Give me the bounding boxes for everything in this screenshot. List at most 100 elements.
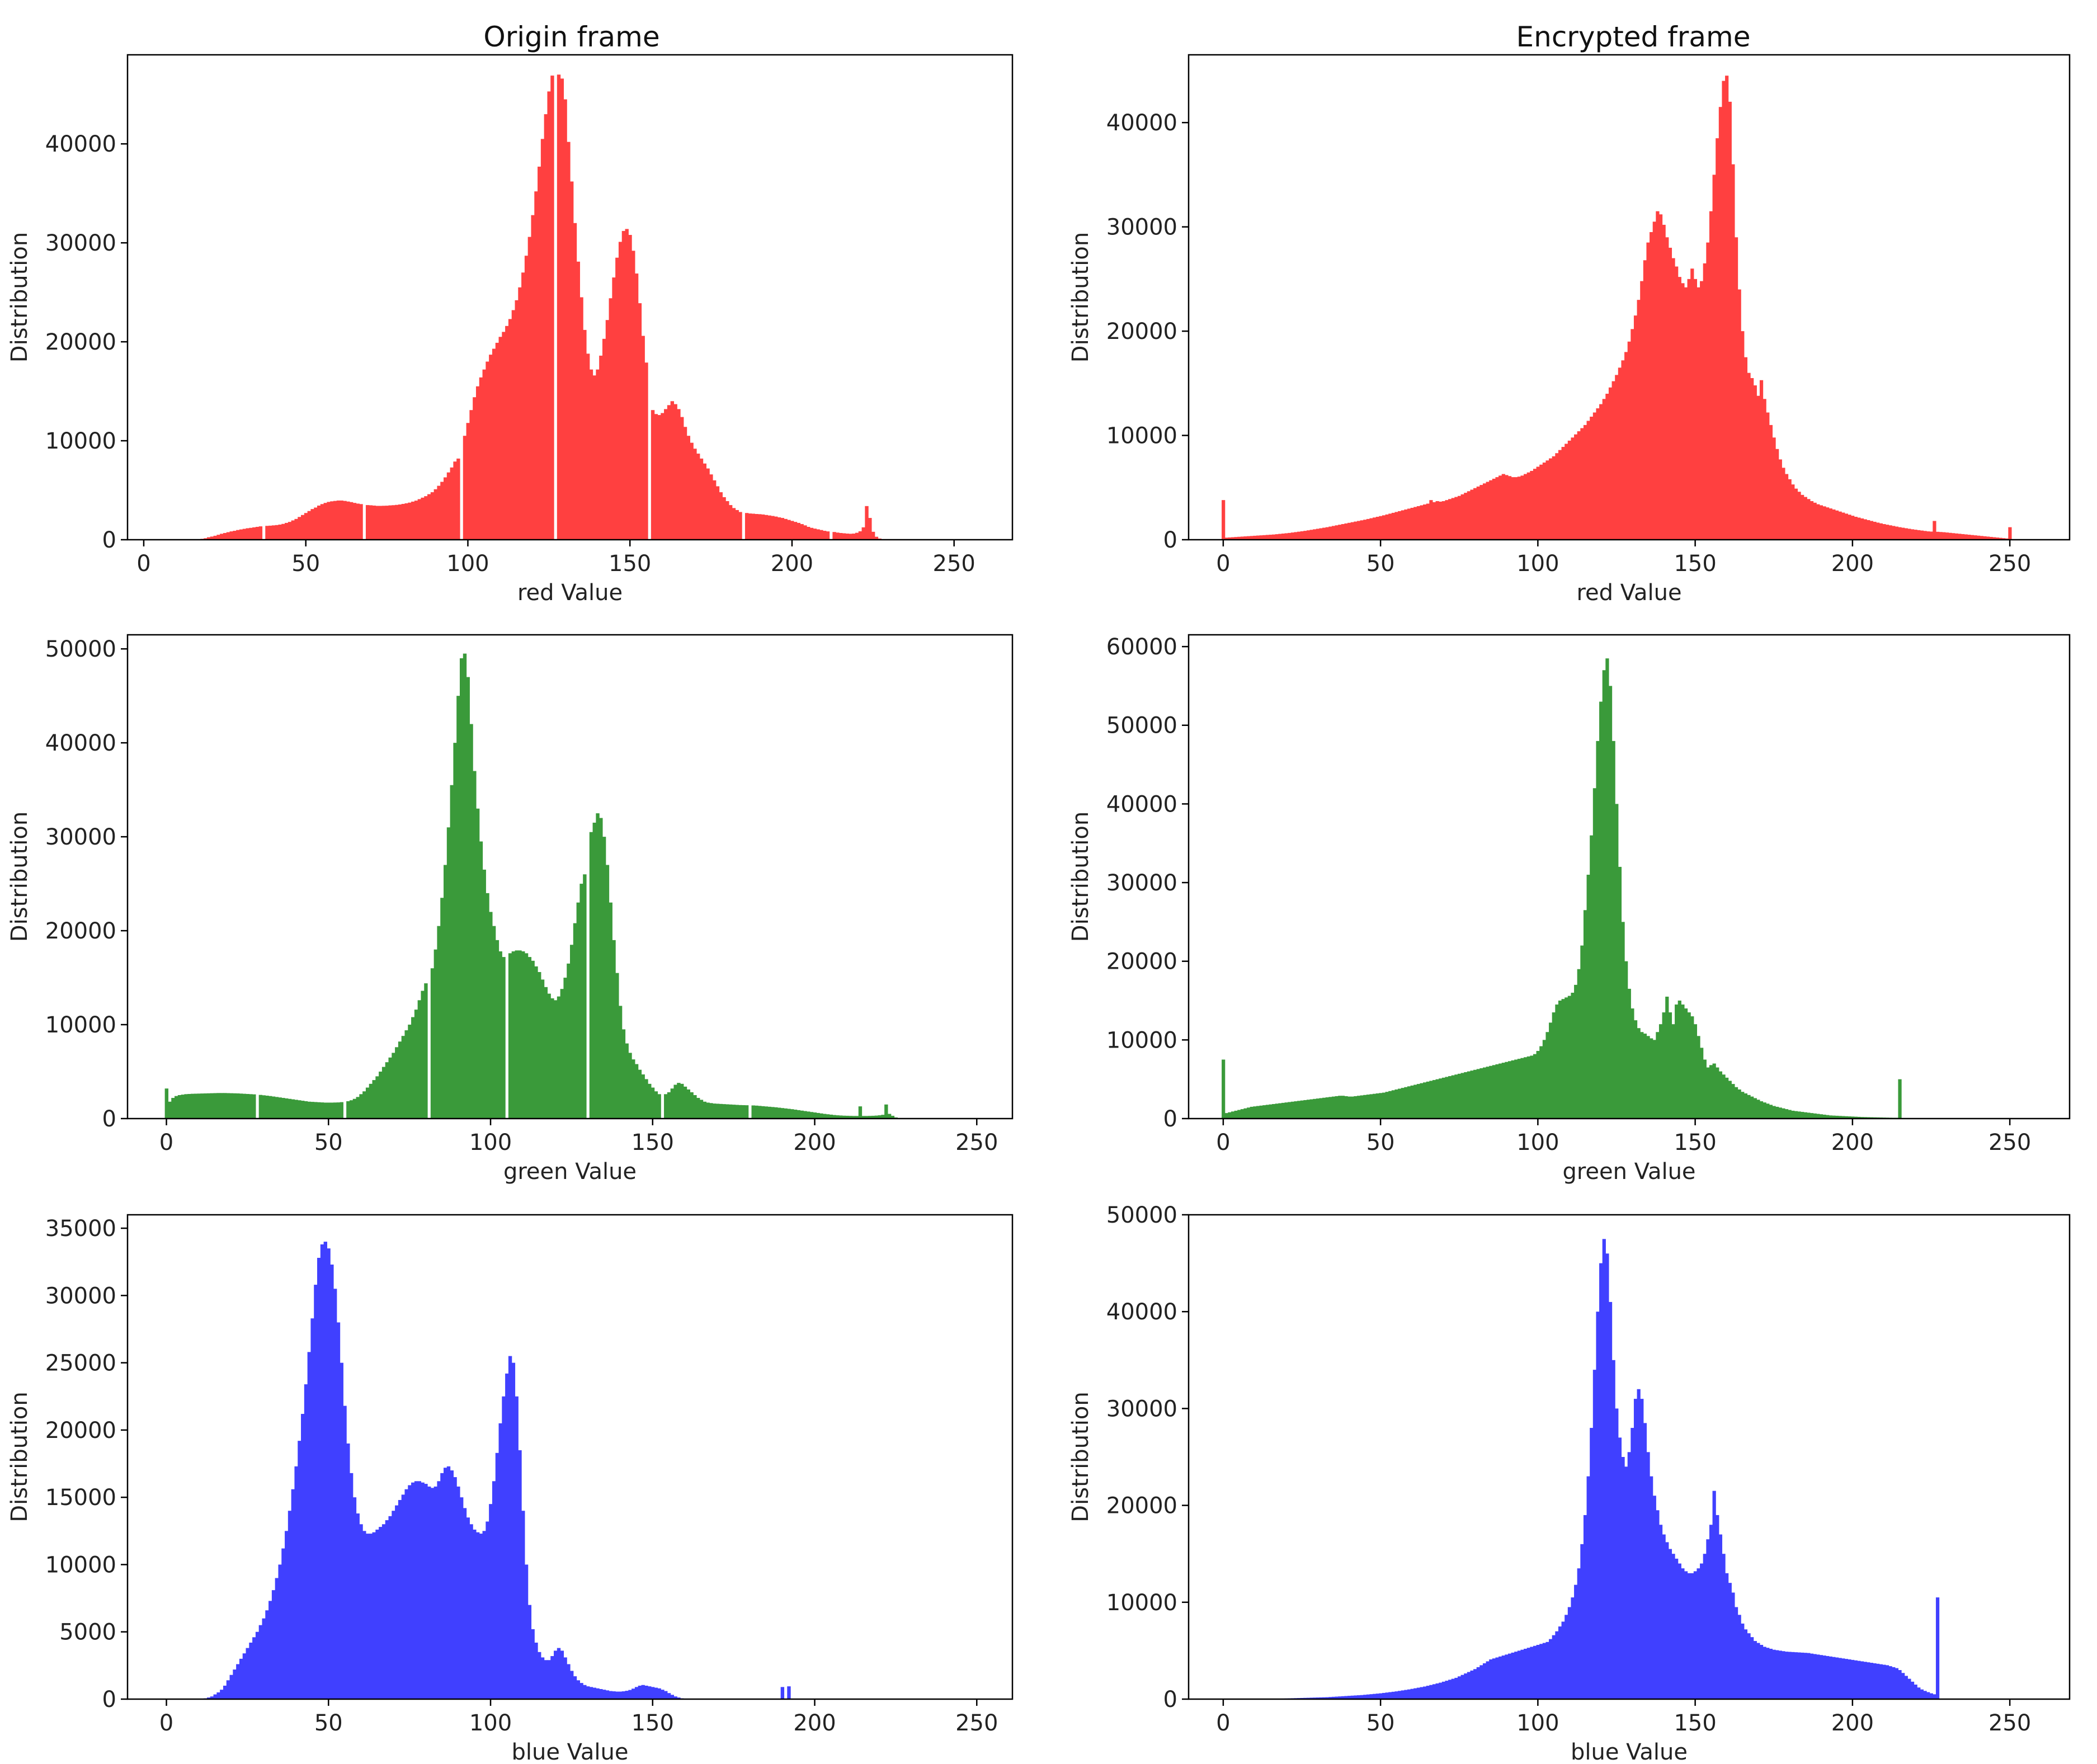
histogram-bar: [1363, 1095, 1367, 1119]
histogram-bar: [1451, 498, 1455, 540]
histogram-bar: [1838, 1116, 1842, 1119]
histogram-bar: [1970, 535, 1975, 540]
histogram-bar: [758, 1106, 762, 1119]
histogram-bar: [1876, 522, 1880, 540]
histogram-bar: [1237, 1110, 1241, 1119]
histogram-bar: [1605, 393, 1609, 540]
histogram-bar: [482, 1531, 486, 1699]
histogram-bar: [1454, 497, 1458, 540]
histogram-bar: [258, 526, 263, 540]
y-tick-label: 60000: [1106, 634, 1177, 660]
histogram-bar: [327, 502, 331, 540]
histogram-bar: [690, 442, 694, 540]
histogram-bar: [599, 1688, 603, 1699]
x-tick-label: 150: [632, 1130, 674, 1155]
histogram-bar: [1747, 1633, 1751, 1699]
histogram-bar: [1718, 1071, 1723, 1119]
histogram-bar: [1728, 1583, 1732, 1699]
histogram-bar: [1382, 1692, 1386, 1699]
histogram-bar: [1284, 533, 1288, 540]
histogram-bar: [1347, 1696, 1351, 1699]
histogram-bar: [1439, 1078, 1443, 1119]
histogram-bar: [1533, 1054, 1537, 1119]
histogram-bar: [275, 1578, 279, 1699]
histogram-bar: [1611, 1360, 1615, 1699]
histogram-bar: [621, 230, 626, 540]
histogram-bar: [1517, 1059, 1521, 1119]
histogram-bar: [1536, 466, 1540, 540]
histogram-bar: [349, 502, 354, 540]
histogram-bar: [1379, 1693, 1383, 1699]
histogram-bar: [417, 1481, 422, 1699]
histogram-bar: [1763, 1647, 1766, 1699]
histogram-bar: [764, 515, 769, 540]
histogram-bar: [1662, 224, 1666, 540]
histogram-bar: [463, 1508, 467, 1699]
histogram-bar: [550, 998, 554, 1119]
histogram-bar: [573, 223, 577, 540]
histogram-bar: [1520, 475, 1524, 540]
axes-frame: [126, 1214, 1014, 1700]
histogram-bar: [715, 1103, 720, 1119]
histogram-bar: [187, 1093, 191, 1119]
histogram-bar: [1448, 499, 1452, 540]
histogram-bar: [1350, 1096, 1354, 1119]
histogram-bar: [379, 506, 383, 540]
histogram-bar: [1445, 1077, 1449, 1119]
histogram-bar: [1977, 535, 1981, 540]
histogram-bar: [388, 505, 392, 540]
histogram-bar: [1769, 425, 1773, 540]
histogram-bar: [1410, 1085, 1414, 1119]
histogram-bar: [1759, 1101, 1764, 1119]
histogram-bar: [632, 1688, 635, 1699]
histogram-bar: [544, 987, 548, 1119]
histogram-bar: [1290, 1101, 1295, 1119]
histogram-bar: [764, 1106, 769, 1119]
histogram-bar: [365, 1534, 370, 1699]
histogram-bar: [1703, 1554, 1707, 1699]
histogram-bar: [538, 971, 541, 1119]
histogram-bar: [1297, 1101, 1301, 1119]
histogram-bar: [1224, 537, 1228, 540]
histogram-bar: [1712, 1063, 1716, 1119]
y-axis-label: Distribution: [7, 1392, 32, 1522]
x-tick-label: 100: [469, 1130, 512, 1155]
histogram-bar: [346, 501, 350, 540]
histogram-bar: [1895, 526, 1899, 540]
histogram-bar: [573, 1676, 577, 1699]
histogram-bar: [1637, 300, 1641, 540]
histogram-bar: [1247, 536, 1251, 540]
histogram-bar: [1933, 521, 1936, 540]
histogram-bar: [1344, 523, 1348, 540]
histogram-bar: [1693, 1571, 1698, 1699]
histogram-bar: [784, 1108, 788, 1119]
histogram-bar: [1935, 531, 1940, 540]
histogram-bar: [1716, 1515, 1719, 1699]
histogram-bar: [1256, 535, 1260, 540]
histogram-bar: [1542, 1643, 1547, 1699]
histogram-bar: [233, 531, 237, 540]
histogram-bar: [1590, 1428, 1594, 1699]
histogram-bar: [1375, 1093, 1379, 1119]
histogram-bar: [1388, 513, 1392, 540]
histogram-bar: [239, 1658, 243, 1699]
x-tick-label: 50: [291, 551, 320, 577]
histogram-bar: [1294, 532, 1298, 540]
histogram-bar: [1801, 1112, 1804, 1119]
histogram-bar: [330, 1265, 334, 1699]
histogram-bar: [554, 1000, 558, 1119]
histogram-bar: [385, 1062, 389, 1119]
histogram-bar: [887, 1114, 892, 1119]
histogram-bar: [1743, 357, 1748, 540]
histogram-bar: [1467, 1672, 1471, 1699]
histogram-bar: [1857, 517, 1861, 540]
histogram-bar: [774, 1107, 778, 1119]
histogram-bar: [1344, 1696, 1348, 1699]
y-tick-label: 0: [102, 1687, 116, 1713]
histogram-bar: [1375, 516, 1379, 540]
histogram-bar: [680, 1083, 684, 1119]
histogram-bar: [1580, 428, 1584, 540]
histogram-bar: [281, 1548, 285, 1699]
histogram-bar: [498, 951, 502, 1119]
histogram-bar: [605, 865, 610, 1119]
